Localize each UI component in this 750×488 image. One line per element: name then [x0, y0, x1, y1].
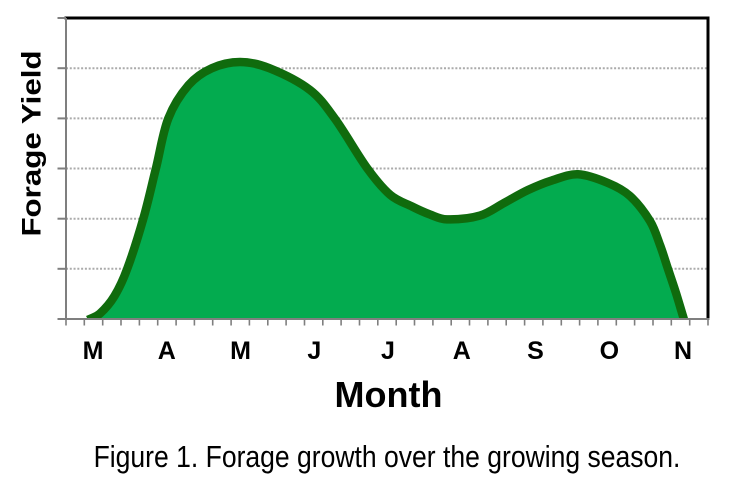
svg-text:Figure 1. Forage growth over t: Figure 1. Forage growth over the growing…: [94, 440, 681, 474]
svg-text:A: A: [453, 337, 471, 365]
svg-text:S: S: [527, 337, 544, 365]
svg-text:M: M: [230, 337, 251, 365]
svg-text:J: J: [381, 337, 395, 365]
svg-text:Forage Yield: Forage Yield: [17, 50, 47, 236]
svg-text:N: N: [674, 337, 692, 365]
svg-text:Month: Month: [335, 374, 443, 415]
svg-text:J: J: [307, 337, 321, 365]
svg-text:A: A: [158, 337, 176, 365]
svg-text:M: M: [83, 337, 104, 365]
svg-text:O: O: [600, 337, 619, 365]
